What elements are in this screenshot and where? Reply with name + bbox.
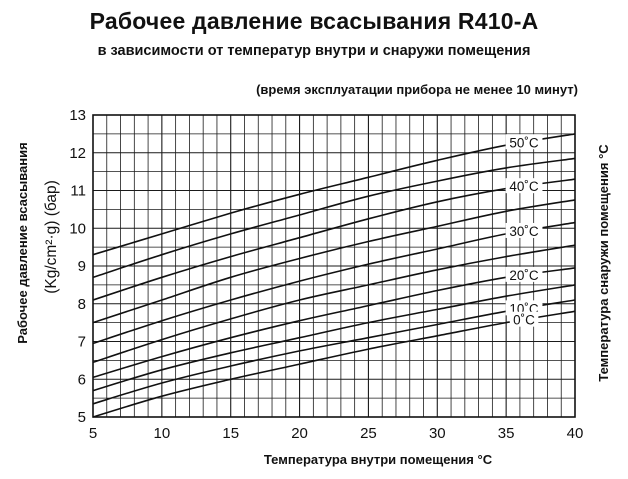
- x-tick-label: 5: [89, 425, 97, 442]
- chart-subtitle: в зависимости от температур внутри и сна…: [97, 43, 531, 59]
- curve-label-bg: [505, 222, 543, 238]
- curve-label-bg: [505, 178, 543, 194]
- y-tick-label: 6: [78, 371, 86, 388]
- curve-label-bg: [505, 266, 543, 282]
- y-tick-label: 9: [78, 258, 86, 275]
- x-tick-label: 40: [567, 425, 584, 442]
- series-line-7: [92, 284, 576, 392]
- x-tick-label: 20: [291, 425, 308, 442]
- y-axis-title: Рабочее давление всасывания: [15, 142, 30, 343]
- curve-label-bg: [505, 300, 543, 316]
- curve-label-bg: [509, 311, 539, 327]
- curve-label: 30˚C: [509, 224, 539, 239]
- x-tick-label: 30: [429, 425, 446, 442]
- plot-frame: [92, 114, 576, 418]
- y-tick-label: 12: [69, 145, 86, 162]
- chart-note: (время эксплуатации прибора не менее 10 …: [256, 82, 578, 97]
- x-tick-label: 10: [154, 425, 171, 442]
- series-line-4: [92, 221, 576, 345]
- series-line-5: [92, 244, 576, 364]
- y-tick-label: 13: [69, 107, 86, 124]
- x-tick-label: 35: [498, 425, 515, 442]
- right-axis-title: Температура снаружи помещения °С: [596, 144, 611, 382]
- x-axis-title: Температура внутри помещения °С: [264, 452, 493, 467]
- series-line-1: [92, 157, 576, 279]
- curve-label: 0˚C: [513, 313, 535, 328]
- curve-label: 50˚C: [509, 135, 539, 150]
- curve-label: 40˚C: [509, 179, 539, 194]
- series-line-9: [92, 310, 576, 418]
- y-axis-unit: (Kg/cm²·g) (бар): [43, 180, 60, 294]
- x-tick-label: 15: [222, 425, 239, 442]
- y-tick-label: 11: [70, 183, 86, 200]
- series-line-0: [92, 133, 576, 256]
- series-line-6: [92, 267, 576, 379]
- chart-title: Рабочее давление всасывания R410-A: [89, 8, 539, 34]
- y-tick-label: 10: [69, 220, 86, 237]
- series-line-3: [92, 199, 576, 324]
- curve-label-bg: [505, 134, 543, 150]
- y-tick-label: 8: [78, 296, 86, 313]
- curve-label: 20˚C: [509, 268, 539, 283]
- series-line-2: [92, 178, 576, 301]
- x-tick-label: 25: [360, 425, 377, 442]
- y-tick-label: 5: [78, 409, 86, 426]
- y-tick-label: 7: [78, 334, 86, 351]
- series-line-8: [92, 299, 576, 405]
